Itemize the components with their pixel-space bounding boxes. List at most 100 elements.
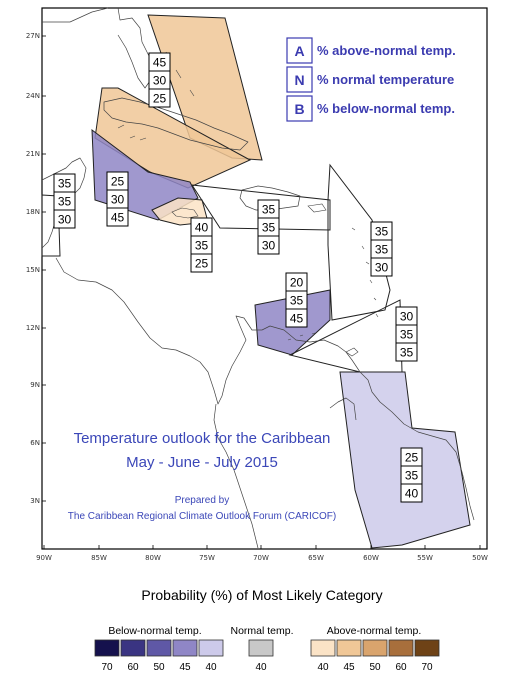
legend-swatch-value: 60 (127, 662, 139, 673)
prob-value: 30 (400, 310, 414, 324)
map-frame (41, 7, 488, 550)
legend-below-label: Below-normal temp. (108, 625, 201, 637)
key-description: % above-normal temp. (317, 43, 456, 58)
prepared-by: Prepared by (175, 495, 229, 506)
legend-swatch-value: 45 (343, 662, 355, 673)
outlook-title: Temperature outlook for the Caribbean (74, 430, 331, 447)
category-key: A % above-normal temp. N % normal temperatu… (286, 37, 456, 122)
prob-cell (190, 253, 213, 273)
prob-value: 35 (262, 221, 276, 235)
prob-cell (400, 483, 423, 503)
prob-value: 30 (111, 193, 125, 207)
prob-value: 30 (375, 261, 389, 275)
legend-swatch (336, 639, 362, 657)
lon-label: 85W (91, 554, 107, 562)
legend-swatch (94, 639, 120, 657)
legend-swatch-value: 40 (205, 662, 217, 673)
prob-value: 25 (111, 175, 125, 189)
prob-value: 25 (153, 92, 167, 106)
prob-value: 35 (400, 328, 414, 342)
lat-label: 12N (26, 324, 40, 332)
prob-value: 30 (58, 213, 72, 227)
prob-value: 30 (153, 74, 167, 88)
prob-cell (285, 308, 308, 328)
lon-label: 70W (253, 554, 269, 562)
region-leeward-islands (327, 163, 391, 321)
legend-swatch (388, 639, 414, 657)
prob-value: 45 (153, 56, 167, 70)
legend-swatch (198, 639, 224, 657)
prob-cell (370, 257, 393, 277)
prob-cell (53, 209, 76, 229)
key-letter-box (286, 95, 313, 122)
prob-box-greater-antilles-east: 35 35 30 (257, 199, 280, 255)
legend-swatch (248, 639, 274, 657)
legend-swatch (414, 639, 440, 657)
prob-value: 35 (375, 225, 389, 239)
key-letter: B (294, 101, 304, 117)
legend-swatches: 70 60 50 45 40 40 40 45 50 60 70 (94, 639, 440, 673)
lat-label: 24N (26, 92, 40, 100)
prob-cell (257, 235, 280, 255)
coastlines (41, 7, 475, 549)
lon-label: 60W (363, 554, 379, 562)
lat-label: 21N (26, 150, 40, 158)
region-belize-yucatan (41, 194, 61, 257)
prob-cell (106, 207, 129, 227)
prob-box-bahamas: 45 30 25 (148, 52, 171, 108)
forum-name: The Caribbean Regional Climate Outlook F… (68, 511, 336, 522)
prob-value: 35 (58, 177, 72, 191)
legend-swatch-value: 60 (395, 662, 407, 673)
lon-label: 65W (308, 554, 324, 562)
prob-cell (148, 88, 171, 108)
prob-value: 35 (290, 294, 304, 308)
prob-value: 45 (290, 312, 304, 326)
key-letter-box (286, 66, 313, 93)
longitude-labels: 90W 85W 80W 75W 70W 65W 60W 55W 50W (36, 545, 488, 562)
prob-value: 35 (375, 243, 389, 257)
legend-swatch-value: 70 (101, 662, 113, 673)
lat-label: 9N (30, 381, 40, 389)
prob-value: 45 (111, 211, 125, 225)
key-letter: N (294, 72, 304, 88)
legend-swatch-value: 40 (317, 662, 329, 673)
lon-label: 75W (199, 554, 215, 562)
lat-label: 3N (30, 497, 40, 505)
outlook-period: May - June - July 2015 (126, 454, 278, 471)
probability-boxes: 45 30 25 25 30 45 35 35 30 40 35 25 35 35 30 35 35 30 20 35… (53, 52, 423, 503)
lon-label: 80W (145, 554, 161, 562)
lon-label: 50W (472, 554, 488, 562)
prob-value: 25 (195, 257, 209, 271)
legend-swatch (120, 639, 146, 657)
lon-label: 90W (36, 554, 52, 562)
key-description: % below-normal temp. (317, 101, 455, 116)
lat-label: 18N (26, 208, 40, 216)
prob-value: 40 (195, 221, 209, 235)
legend-swatch-value: 45 (179, 662, 191, 673)
prob-value: 20 (290, 276, 304, 290)
prob-box-abc-islands: 20 35 45 (285, 272, 308, 328)
prob-value: 25 (405, 451, 419, 465)
key-letter-box (286, 37, 313, 64)
legend-title: Probability (%) of Most Likely Category (141, 587, 382, 603)
legend-swatch (146, 639, 172, 657)
lat-label: 27N (26, 32, 40, 40)
key-letter: A (294, 43, 304, 59)
legend-swatch (172, 639, 198, 657)
latitude-labels: 27N 24N 21N 18N 15N 12N 9N 6N 3N (26, 32, 46, 505)
prob-value: 30 (262, 239, 276, 253)
legend-swatch-value: 70 (421, 662, 433, 673)
region-greater-antilles-east (191, 184, 331, 231)
lat-label: 6N (30, 439, 40, 447)
prob-value: 35 (262, 203, 276, 217)
legend-normal-label: Normal temp. (230, 625, 293, 637)
legend-swatch-value: 50 (153, 662, 165, 673)
legend-swatch (362, 639, 388, 657)
lon-label: 55W (417, 554, 433, 562)
legend-above-label: Above-normal temp. (327, 625, 422, 637)
prob-box-windward-islands: 30 35 35 (395, 306, 418, 362)
prob-box-western-caribbean: 25 30 45 (106, 171, 129, 227)
prob-box-jamaica: 40 35 25 (190, 217, 213, 273)
legend-swatch-value: 50 (369, 662, 381, 673)
